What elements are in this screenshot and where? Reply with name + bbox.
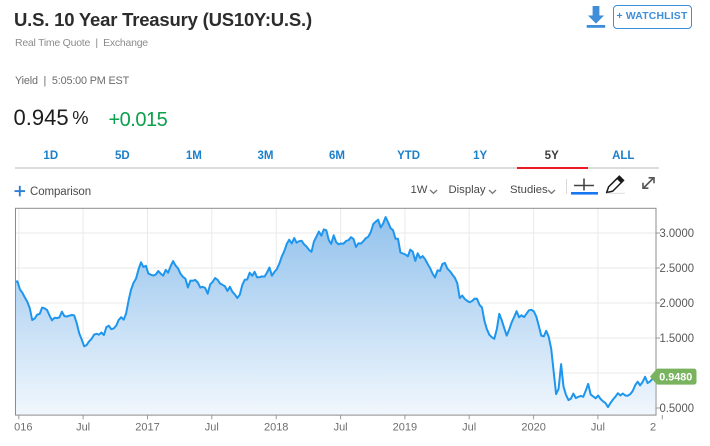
svg-text:Jul: Jul <box>76 422 90 434</box>
svg-text:Jul: Jul <box>205 422 219 434</box>
svg-text:Jul: Jul <box>591 422 605 434</box>
svg-text:2018: 2018 <box>264 422 288 434</box>
svg-text:2017: 2017 <box>135 422 159 434</box>
svg-text:3.0000: 3.0000 <box>660 226 695 240</box>
svg-text:2016: 2016 <box>8 422 32 434</box>
svg-text:2019: 2019 <box>393 422 417 434</box>
svg-text:2021: 2021 <box>650 422 674 434</box>
svg-text:0.9480: 0.9480 <box>659 372 692 384</box>
svg-text:2020: 2020 <box>521 422 545 434</box>
svg-text:1.5000: 1.5000 <box>660 331 695 345</box>
svg-text:2.5000: 2.5000 <box>660 261 695 275</box>
svg-text:Jul: Jul <box>462 422 476 434</box>
svg-text:Jul: Jul <box>334 422 348 434</box>
svg-text:0.5000: 0.5000 <box>660 401 695 415</box>
svg-text:2.0000: 2.0000 <box>660 296 695 310</box>
